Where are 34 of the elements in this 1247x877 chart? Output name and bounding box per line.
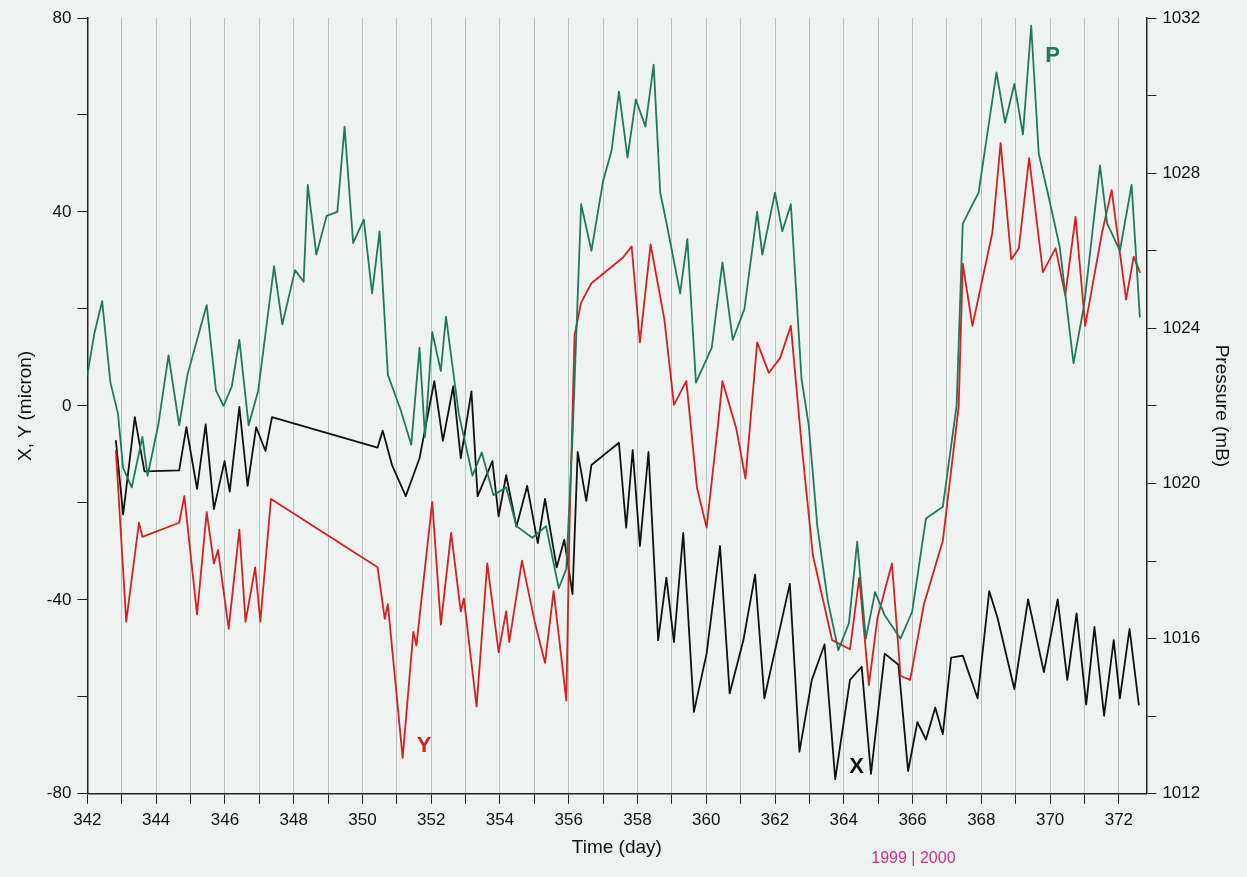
x-tick-label: 346 xyxy=(210,809,240,829)
x-tick-label: 354 xyxy=(485,809,515,829)
y-tick-label: 80 xyxy=(52,7,72,27)
x-tick-label: 372 xyxy=(1104,809,1134,829)
x-axis-title: Time (day) xyxy=(571,835,662,857)
y2-tick-label: 1020 xyxy=(1162,473,1201,493)
x-tick-label: 350 xyxy=(348,809,377,829)
x-tick-label: 342 xyxy=(73,809,102,829)
y2-tick-label: 1012 xyxy=(1162,783,1201,803)
x-tick-label: 362 xyxy=(760,809,790,829)
x-tick-label: 356 xyxy=(554,809,583,829)
y-axis-title: X, Y (micron) xyxy=(13,350,35,461)
y-tick-label: 40 xyxy=(52,201,72,221)
x-tick-label: 364 xyxy=(829,809,858,829)
y-tick-label: -40 xyxy=(46,589,72,609)
y2-tick-label: 1028 xyxy=(1162,162,1201,182)
series-label: P xyxy=(1045,41,1060,67)
y-tick-label: 0 xyxy=(61,395,72,415)
x-tick-label: 358 xyxy=(623,809,652,829)
x-tick-label: 360 xyxy=(692,809,721,829)
x-tick-label: 348 xyxy=(279,809,308,829)
y-tick-label: -80 xyxy=(46,783,72,803)
y2-axis-title: Pressure (mB) xyxy=(1212,344,1234,468)
x-tick-label: 366 xyxy=(898,809,927,829)
y2-tick-label: 1024 xyxy=(1162,318,1201,338)
x-tick-label: 352 xyxy=(417,809,446,829)
series-label: Y xyxy=(416,731,432,757)
x-tick-label: 344 xyxy=(141,809,171,829)
x-tick-label: 368 xyxy=(967,809,996,829)
x-tick-label: 370 xyxy=(1035,809,1065,829)
series-label: X xyxy=(849,753,865,779)
y2-tick-label: 1032 xyxy=(1162,7,1201,27)
text: 1999 | 2000 xyxy=(871,849,956,867)
y2-tick-label: 1016 xyxy=(1162,628,1201,648)
